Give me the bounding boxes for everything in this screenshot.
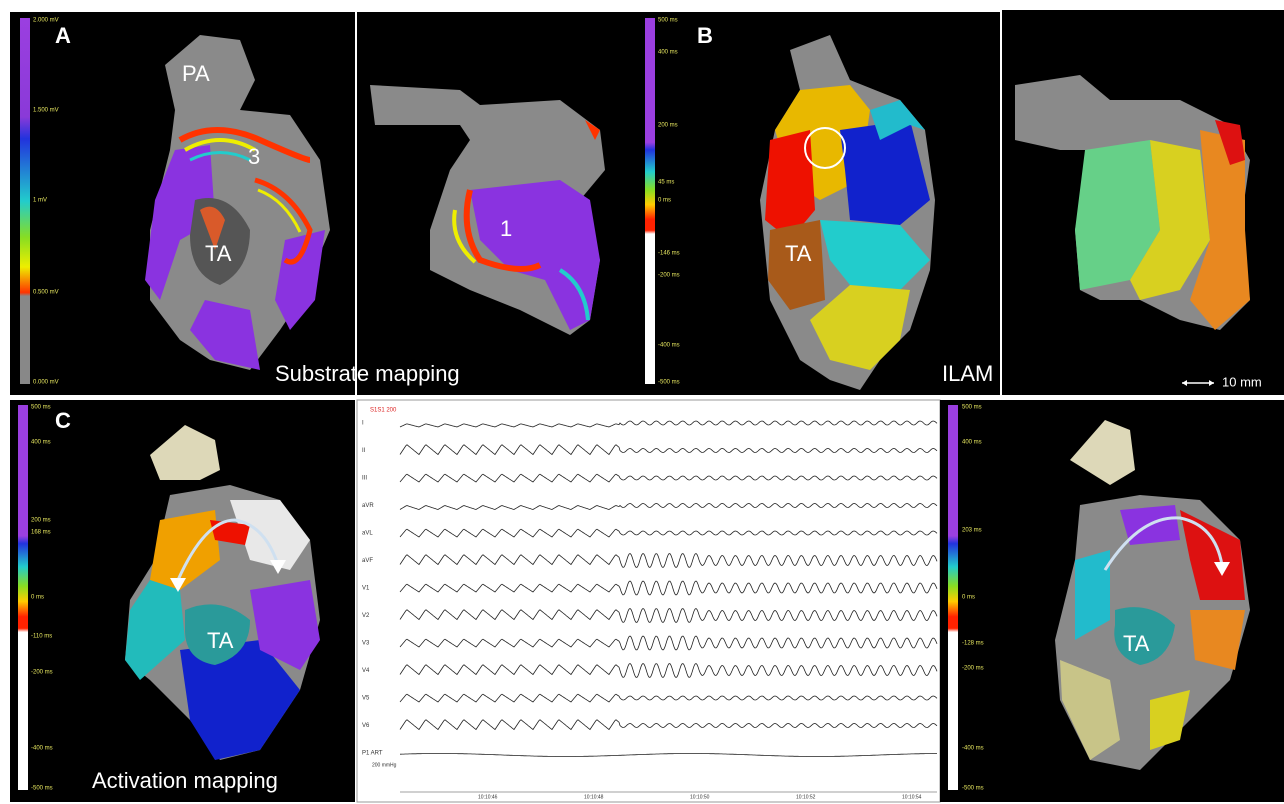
time-label: 10:10:48: [584, 794, 604, 800]
scale-label: 400 ms: [962, 440, 982, 446]
scale-label: -500 ms: [962, 786, 984, 792]
lead-label: aVR: [362, 503, 374, 509]
figure: A B C PA 3 TA 1 TA TA TA Substrate mappi…: [0, 0, 1284, 804]
scale-label: 1 mV: [33, 198, 47, 204]
structure-label: TA: [1123, 631, 1150, 656]
scale-label: 400 ms: [31, 440, 51, 446]
colorbar: [20, 18, 30, 384]
ecg-panel: [357, 400, 940, 802]
colorbar: [645, 18, 655, 384]
lead-label: aVL: [362, 531, 373, 537]
caption: Activation mapping: [92, 768, 278, 793]
scale-label: -110 ms: [31, 634, 52, 640]
scale-label: -500 ms: [31, 786, 53, 792]
scale-label: 0.500 mV: [33, 290, 59, 296]
scale-bar-label: 10 mm: [1222, 374, 1262, 389]
scale-label: -400 ms: [962, 746, 984, 752]
structure-label: TA: [205, 241, 232, 266]
lead-label: III: [362, 476, 367, 482]
lead-label: II: [362, 448, 366, 454]
time-label: 10:10:54: [902, 794, 922, 800]
scale-label: 203 ms: [962, 528, 982, 534]
panel-label: C: [55, 408, 71, 433]
lead-label: V2: [362, 613, 370, 619]
structure-label: 1: [500, 216, 512, 241]
caption: Substrate mapping: [275, 361, 460, 386]
lead-label: V6: [362, 723, 370, 729]
panel-label: B: [697, 23, 713, 48]
scale-label: -200 ms: [962, 666, 984, 672]
scale-label: 500 ms: [962, 405, 982, 411]
structure-label: TA: [207, 628, 234, 653]
scale-label: -500 ms: [658, 380, 680, 386]
scale-label: 500 ms: [31, 405, 51, 411]
scale-label: 0 ms: [658, 198, 671, 204]
colorbar: [18, 405, 28, 790]
scale-label: 1.500 mV: [33, 108, 59, 114]
time-label: 10:10:46: [478, 794, 498, 800]
scale-label: 400 ms: [658, 50, 678, 56]
structure-label: PA: [182, 61, 210, 86]
scale-label: -200 ms: [31, 670, 53, 676]
annotation: S1S1 200: [370, 408, 397, 414]
colorbar: [948, 405, 958, 790]
scale-label: -400 ms: [658, 343, 680, 349]
time-label: 10:10:52: [796, 794, 816, 800]
scale-label: -200 ms: [658, 273, 680, 279]
caption: ILAM: [942, 361, 993, 386]
scale-label: 200 ms: [658, 123, 678, 129]
scale-label: -128 ms: [962, 641, 984, 647]
time-label: 10:10:50: [690, 794, 710, 800]
lead-label: V1: [362, 586, 370, 592]
pressure-label: 200 mmHg: [372, 762, 397, 768]
lead-label: aVF: [362, 558, 373, 564]
scale-label: 0.000 mV: [33, 380, 59, 386]
panel-label: A: [55, 23, 71, 48]
lead-label: V4: [362, 668, 370, 674]
scale-label: 168 ms: [31, 530, 51, 536]
scale-label: 45 ms: [658, 180, 674, 186]
structure-label: 3: [248, 144, 260, 169]
scale-label: 200 ms: [31, 518, 51, 524]
scale-label: 0 ms: [962, 595, 975, 601]
lead-label: V5: [362, 696, 370, 702]
lead-label: V3: [362, 641, 370, 647]
structure-label: TA: [785, 241, 812, 266]
scale-label: 0 ms: [31, 595, 44, 601]
scale-label: -146 ms: [658, 251, 680, 257]
scale-label: 500 ms: [658, 18, 678, 24]
scale-label: -400 ms: [31, 746, 53, 752]
lead-label: P1 ART: [362, 751, 383, 757]
scale-label: 2.000 mV: [33, 18, 59, 24]
